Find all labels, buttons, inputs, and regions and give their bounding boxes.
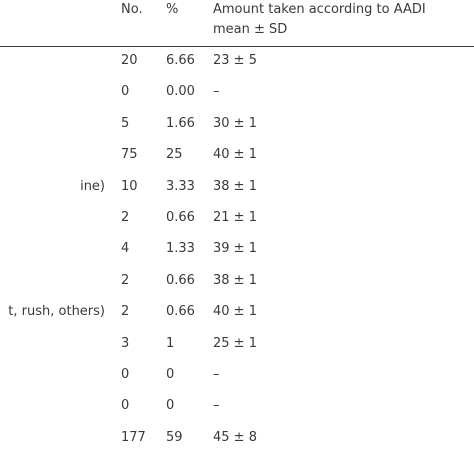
header-rule xyxy=(0,46,474,47)
cell-amount: 38 ± 1 xyxy=(213,272,257,288)
table-row: 177 59 45 ± 8 xyxy=(0,428,474,448)
table-row: 2 0.66 38 ± 1 xyxy=(0,271,474,291)
cell-no: 20 xyxy=(121,53,138,68)
cell-percent: 0.66 xyxy=(166,304,195,320)
cell-no: 177 xyxy=(121,429,146,445)
table-header: No. % Amount taken according to AADI mea… xyxy=(0,0,474,46)
cell-no: 75 xyxy=(121,147,138,163)
cell-no: 0 xyxy=(121,84,130,100)
cell-no: 4 xyxy=(121,241,130,257)
cell-amount: 23 ± 5 xyxy=(213,53,257,68)
cell-percent: 0 xyxy=(166,367,175,382)
cell-amount: 40 ± 1 xyxy=(213,147,257,163)
cell-amount: – xyxy=(213,398,220,414)
table-row: 4 1.33 39 ± 1 xyxy=(0,239,474,259)
cell-no: 5 xyxy=(121,115,130,131)
cell-amount: 39 ± 1 xyxy=(213,241,257,257)
header-no: No. xyxy=(121,2,143,17)
cell-percent: 0.00 xyxy=(166,84,195,100)
cell-percent: 6.66 xyxy=(166,53,195,68)
cell-no: 0 xyxy=(121,367,130,382)
header-amount-line2: mean ± SD xyxy=(213,22,288,37)
cell-amount: 21 ± 1 xyxy=(213,210,257,225)
table-row: 0 0 – xyxy=(0,396,474,416)
cell-percent: 3.33 xyxy=(166,178,195,194)
cell-no: 2 xyxy=(121,272,130,288)
row-label: ine) xyxy=(80,178,105,194)
table-row: 20 6.66 23 ± 5 xyxy=(0,51,474,71)
table-row: 75 25 40 ± 1 xyxy=(0,145,474,165)
table-row: 0 0.00 – xyxy=(0,82,474,102)
cell-amount: 25 ± 1 xyxy=(213,335,257,351)
cell-amount: 38 ± 1 xyxy=(213,178,257,194)
cell-no: 2 xyxy=(121,304,130,320)
header-percent: % xyxy=(166,2,179,17)
table-row: 0 0 – xyxy=(0,365,474,385)
row-label: t, rush, others) xyxy=(8,304,105,320)
table-row: 3 1 25 ± 1 xyxy=(0,334,474,354)
cell-amount: 40 ± 1 xyxy=(213,304,257,320)
cell-no: 3 xyxy=(121,335,130,351)
cell-percent: 1.66 xyxy=(166,115,195,131)
cell-percent: 1 xyxy=(166,335,175,351)
table-row: ine) 10 3.33 38 ± 1 xyxy=(0,177,474,197)
cell-no: 2 xyxy=(121,210,130,225)
cell-amount: – xyxy=(213,367,220,382)
table-row: 2 0.66 21 ± 1 xyxy=(0,208,474,228)
cell-amount: 30 ± 1 xyxy=(213,115,257,131)
cell-percent: 0 xyxy=(166,398,175,414)
cell-percent: 25 xyxy=(166,147,183,163)
cell-no: 10 xyxy=(121,178,138,194)
table-row: 5 1.66 30 ± 1 xyxy=(0,114,474,134)
cell-percent: 1.33 xyxy=(166,241,195,257)
header-amount: Amount taken according to AADI mean ± SD xyxy=(213,0,474,40)
cell-no: 0 xyxy=(121,398,130,414)
header-amount-line1: Amount taken according to AADI xyxy=(213,2,426,17)
cell-percent: 0.66 xyxy=(166,210,195,225)
cell-amount: – xyxy=(213,84,220,100)
cell-percent: 0.66 xyxy=(166,272,195,288)
table-row: t, rush, others) 2 0.66 40 ± 1 xyxy=(0,302,474,322)
cell-percent: 59 xyxy=(166,429,183,445)
cell-amount: 45 ± 8 xyxy=(213,429,257,445)
